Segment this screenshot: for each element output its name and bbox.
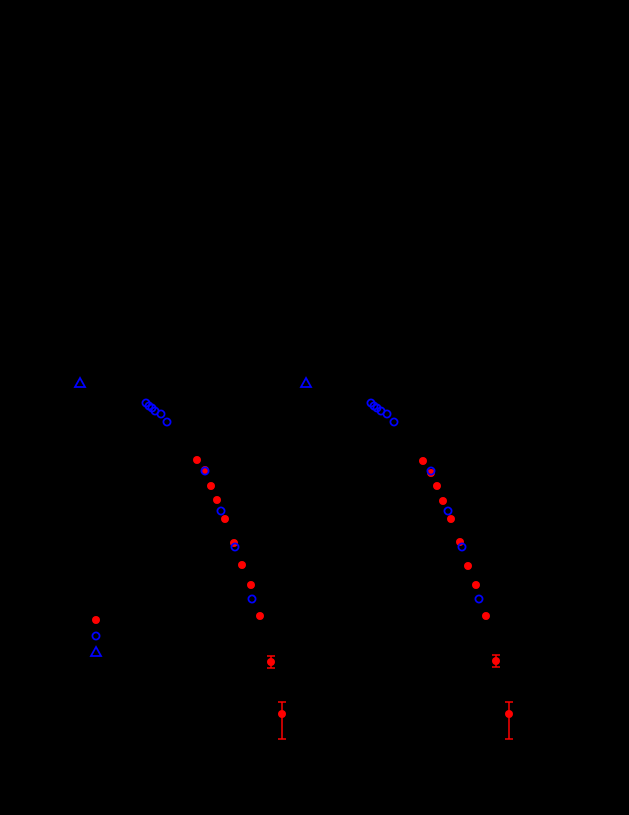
data-point-filled-circle [439, 497, 447, 505]
right-panel [299, 376, 513, 740]
data-point-filled-circle [447, 515, 455, 523]
series-blue-open-circles [366, 398, 484, 604]
data-point-open-circle [443, 506, 453, 516]
data-point-filled-circle [193, 456, 201, 464]
error-bar [505, 701, 513, 740]
data-point-open-circle [474, 594, 484, 604]
legend [89, 616, 103, 657]
data-point-open-circle [162, 417, 172, 427]
data-point-open-circle [200, 466, 210, 476]
data-point-filled-circle [256, 612, 264, 620]
data-point-open-triangle [299, 376, 313, 388]
data-point-filled-circle [247, 581, 255, 589]
data-point-open-circle [389, 417, 399, 427]
series-red-filled-circles [193, 456, 286, 740]
series-red-filled-circles [419, 457, 513, 740]
left-panel [73, 376, 286, 740]
data-point-filled-circle [492, 657, 500, 665]
series-blue-open-circles [141, 398, 257, 604]
data-point-filled-circle [419, 457, 427, 465]
error-bar [278, 701, 286, 740]
data-point-filled-circle [278, 710, 286, 718]
legend-marker-open-triangle [89, 645, 103, 657]
data-point-filled-circle [505, 710, 513, 718]
legend-marker-filled-circle [92, 616, 100, 624]
data-point-filled-circle [221, 515, 229, 523]
series-blue-open-triangles [73, 376, 87, 388]
data-point-filled-circle [213, 496, 221, 504]
data-point-open-circle [156, 409, 166, 419]
data-point-filled-circle [464, 562, 472, 570]
data-point-open-circle [216, 506, 226, 516]
data-point-filled-circle [267, 658, 275, 666]
series-blue-open-triangles [299, 376, 313, 388]
legend-marker-open-circle [91, 631, 101, 641]
data-point-filled-circle [207, 482, 215, 490]
data-point-filled-circle [433, 482, 441, 490]
data-point-open-circle [457, 542, 467, 552]
data-point-open-circle [426, 466, 436, 476]
data-point-filled-circle [472, 581, 480, 589]
data-point-open-circle [230, 542, 240, 552]
data-point-filled-circle [482, 612, 490, 620]
data-point-open-circle [247, 594, 257, 604]
data-point-open-circle [382, 409, 392, 419]
data-point-filled-circle [238, 561, 246, 569]
data-point-open-triangle [73, 376, 87, 388]
